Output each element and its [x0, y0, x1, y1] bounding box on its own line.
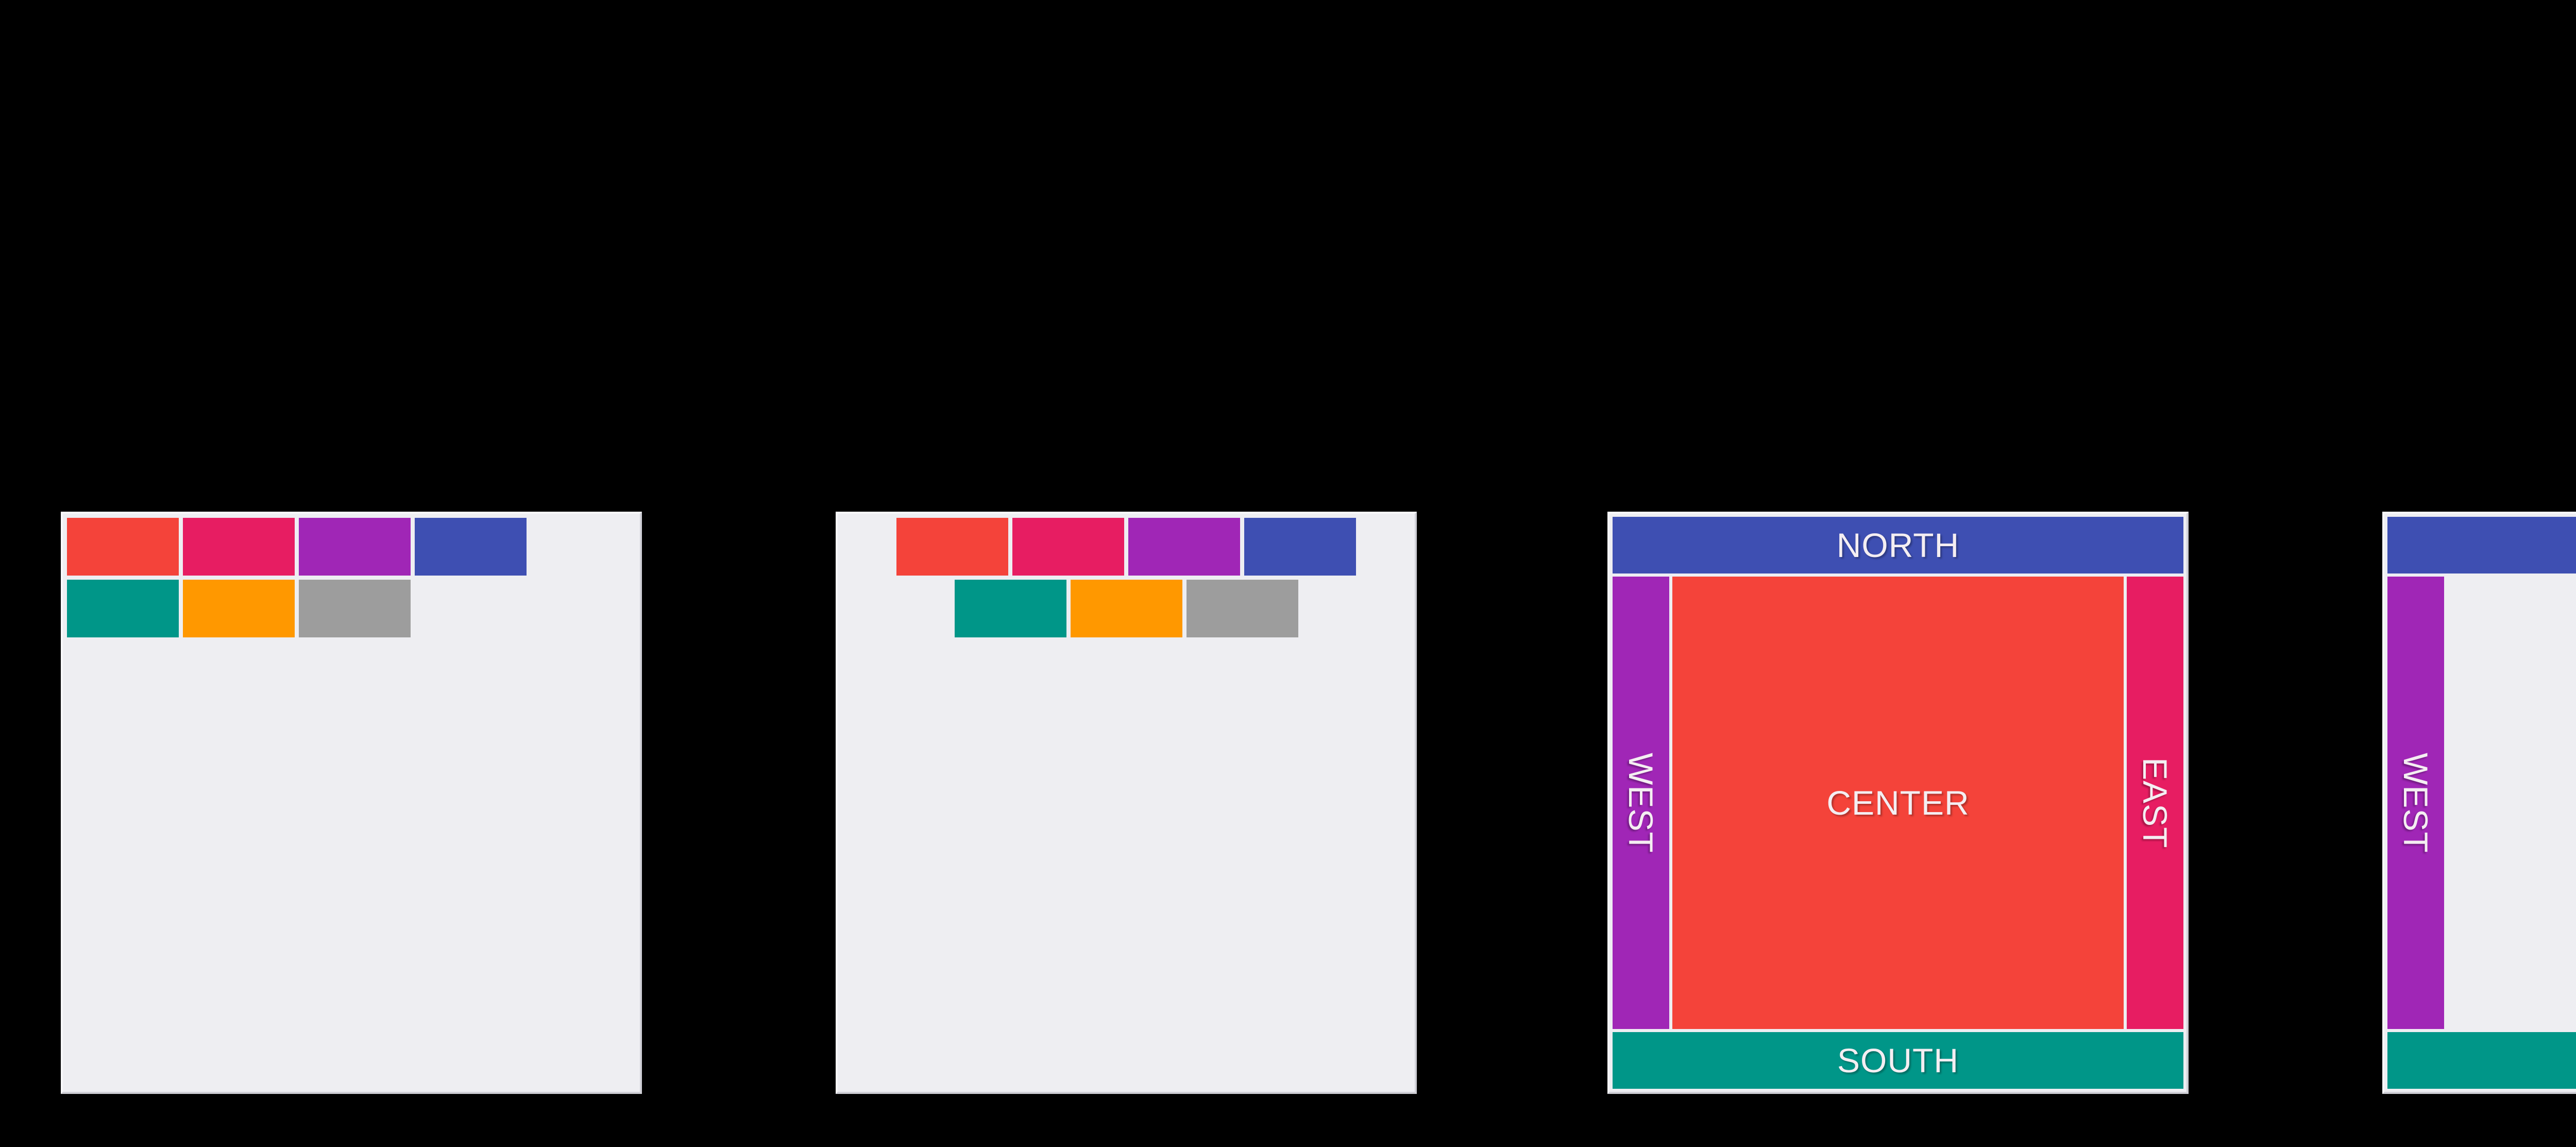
border-region-south-label: SOUTH: [1837, 1041, 1959, 1079]
flow-left-panel[interactable]: [61, 512, 642, 1094]
border-region-north[interactable]: NORTH: [1613, 517, 2183, 574]
tile-red[interactable]: [67, 518, 179, 576]
border-region-east[interactable]: EAST: [2127, 577, 2183, 1029]
border-region-north-label: NORTH: [1836, 526, 1960, 564]
border-region-center-label: CENTER: [1826, 784, 1970, 822]
border-preferred-panel[interactable]: NORTH WEST CENTER EAST SOUTH: [2382, 512, 2576, 1094]
border-region-center-slot: CENTER: [2447, 577, 2576, 1029]
border-region-west-label: WEST: [2397, 752, 2435, 853]
flow-center-panel[interactable]: [836, 512, 1417, 1094]
tile-teal[interactable]: [954, 580, 1066, 637]
tile-pink[interactable]: [183, 518, 295, 576]
tile-orange[interactable]: [1070, 580, 1182, 637]
tile-teal[interactable]: [67, 580, 179, 637]
border-region-south[interactable]: SOUTH: [2387, 1032, 2576, 1089]
tile-grey[interactable]: [299, 580, 411, 637]
tile-purple[interactable]: [299, 518, 411, 576]
tile-orange[interactable]: [183, 580, 295, 637]
border-region-west-label: WEST: [1622, 752, 1660, 853]
tile-pink[interactable]: [1012, 518, 1124, 576]
tile-blue[interactable]: [1244, 518, 1356, 576]
tile-blue[interactable]: [415, 518, 527, 576]
border-region-west[interactable]: WEST: [1613, 577, 1669, 1029]
border-fill-panel[interactable]: NORTH WEST CENTER EAST SOUTH: [1607, 512, 2189, 1094]
border-region-east-label: EAST: [2136, 757, 2174, 849]
tile-grey[interactable]: [1186, 580, 1298, 637]
tile-purple[interactable]: [1128, 518, 1240, 576]
border-region-center[interactable]: CENTER: [1672, 577, 2124, 1029]
border-region-north[interactable]: NORTH: [2387, 517, 2576, 574]
tile-red[interactable]: [896, 518, 1008, 576]
border-region-south[interactable]: SOUTH: [1613, 1032, 2183, 1089]
border-region-west[interactable]: WEST: [2387, 577, 2444, 1029]
